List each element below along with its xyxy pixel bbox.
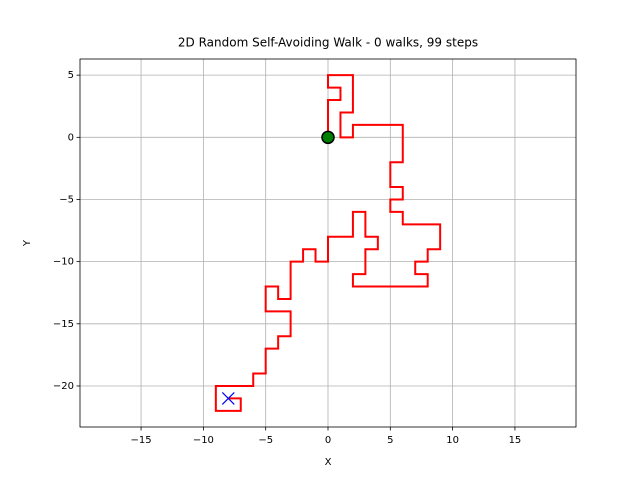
x-tick-label: −10 xyxy=(193,435,214,446)
y-tick-label: 0 xyxy=(68,132,74,143)
y-tick-label: −5 xyxy=(59,194,74,205)
end-marker xyxy=(221,391,235,405)
x-tick-label: −5 xyxy=(258,435,273,446)
x-tick-label: 15 xyxy=(509,435,522,446)
plot-frame xyxy=(79,58,577,428)
y-tick-label: −15 xyxy=(53,319,74,330)
x-axis-label: X xyxy=(325,457,332,468)
y-tick-label: −10 xyxy=(53,257,74,268)
y-tick-label: 5 xyxy=(68,70,74,81)
x-tick-label: 10 xyxy=(446,435,459,446)
y-axis-label: Y xyxy=(22,239,33,247)
x-tick-label: 0 xyxy=(325,435,331,446)
x-tick-label: 5 xyxy=(387,435,393,446)
walk-line xyxy=(214,74,442,412)
y-tick-label: −20 xyxy=(53,381,74,392)
start-marker xyxy=(321,130,335,145)
chart-title: 2D Random Self-Avoiding Walk - 0 walks, … xyxy=(178,36,478,50)
x-tick-label: −15 xyxy=(131,435,152,446)
